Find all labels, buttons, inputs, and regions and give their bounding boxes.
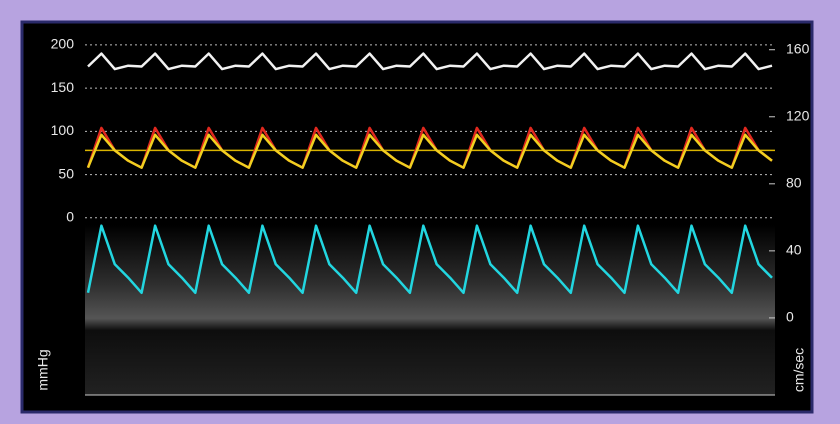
y-tick-label: 50	[58, 165, 74, 181]
y2-tick-label: 80	[786, 175, 802, 191]
y2-axis-label: cm/sec	[791, 348, 807, 392]
y2-tick-label: 0	[786, 309, 794, 325]
y2-tick-label: 120	[786, 107, 810, 123]
y-tick-label: 150	[51, 79, 75, 95]
y-axis-label: mmHg	[35, 349, 51, 390]
y-tick-label: 200	[51, 36, 75, 52]
y2-tick-label: 40	[786, 242, 802, 258]
page: {"chart_data": {"type": "line", "ylabel"…	[0, 0, 840, 424]
y-tick-label: 100	[51, 122, 75, 138]
doppler-spectrum	[85, 225, 775, 395]
y-tick-label: 0	[66, 208, 74, 224]
chart: mmHg cm/sec 0 50 100 150 200 0 40 80 120 160	[0, 0, 840, 424]
y2-tick-label: 160	[786, 40, 810, 56]
